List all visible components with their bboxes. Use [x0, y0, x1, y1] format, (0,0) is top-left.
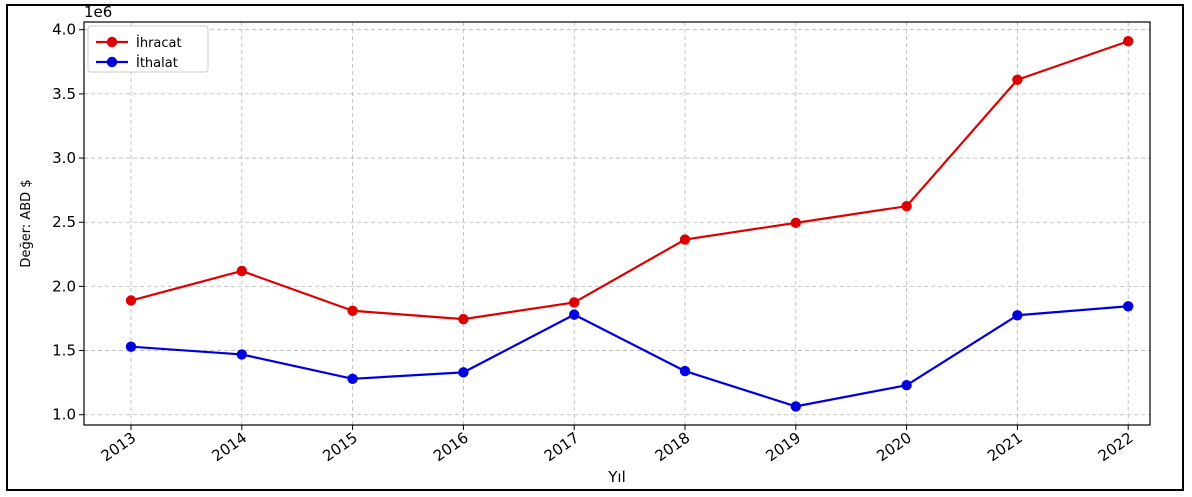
data-point [901, 380, 912, 391]
x-tick-label: 2016 [430, 429, 472, 466]
data-point [236, 265, 247, 277]
x-tick-label: 2015 [319, 429, 361, 466]
series-line [130, 40, 1129, 321]
chart-frame [6, 4, 1184, 491]
series-line [130, 305, 1129, 408]
y-axis-offset-text: 1e6 [84, 3, 112, 21]
data-point [790, 401, 801, 412]
x-tick-label: 2022 [1095, 429, 1137, 466]
data-point [569, 297, 580, 308]
data-point [1012, 74, 1023, 85]
legend-label: İthalat [136, 55, 178, 71]
legend-swatch-marker [106, 56, 118, 68]
data-point [1123, 36, 1134, 47]
data-point [901, 200, 912, 212]
data-point [679, 365, 691, 377]
x-tick-label: 2013 [98, 429, 140, 466]
y-axis-label: Değer: ABD $ [19, 179, 34, 267]
x-tick-label: 2021 [984, 429, 1026, 466]
x-tick-label: 2020 [873, 429, 915, 466]
data-point [125, 341, 137, 352]
data-point [125, 295, 137, 306]
legend-box [87, 25, 209, 73]
y-tick-label: 4.0 [52, 21, 76, 39]
data-point [569, 309, 580, 320]
legend: İhracat İthalat [87, 25, 209, 73]
series-lines [125, 36, 1134, 412]
data-point [458, 367, 469, 378]
data-point [1012, 310, 1023, 321]
data-point [679, 234, 691, 245]
data-point [236, 349, 247, 360]
y-tick-label: 3.5 [52, 85, 76, 103]
y-tick-label: 1.0 [52, 406, 76, 424]
data-point [458, 313, 469, 325]
x-axis: 2013 2014 2015 2016 2017 2018 2019 2020 2021 2022 [98, 425, 1137, 466]
data-point [1123, 301, 1134, 312]
x-tick-label: 2017 [541, 429, 583, 466]
plot-area [83, 21, 1151, 426]
x-tick-label: 2014 [208, 429, 250, 466]
y-axis: 1.0 1.5 2.0 2.5 3.0 3.5 4.0 [52, 21, 84, 424]
y-tick-label: 1.5 [52, 342, 76, 360]
grid-lines [84, 22, 1150, 425]
x-tick-label: 2018 [652, 429, 694, 466]
x-axis-label: Yıl [607, 468, 626, 486]
data-point [347, 373, 358, 384]
y-tick-label: 3.0 [52, 149, 76, 167]
data-point [790, 217, 801, 229]
data-point [347, 305, 358, 316]
series-1 [125, 36, 1134, 325]
y-tick-label: 2.5 [52, 213, 76, 231]
series-2 [125, 301, 1134, 412]
x-tick-label: 2019 [762, 429, 804, 466]
legend-swatch-marker [106, 36, 118, 48]
y-tick-label: 2.0 [52, 277, 76, 295]
legend-label: İhracat [136, 35, 182, 51]
